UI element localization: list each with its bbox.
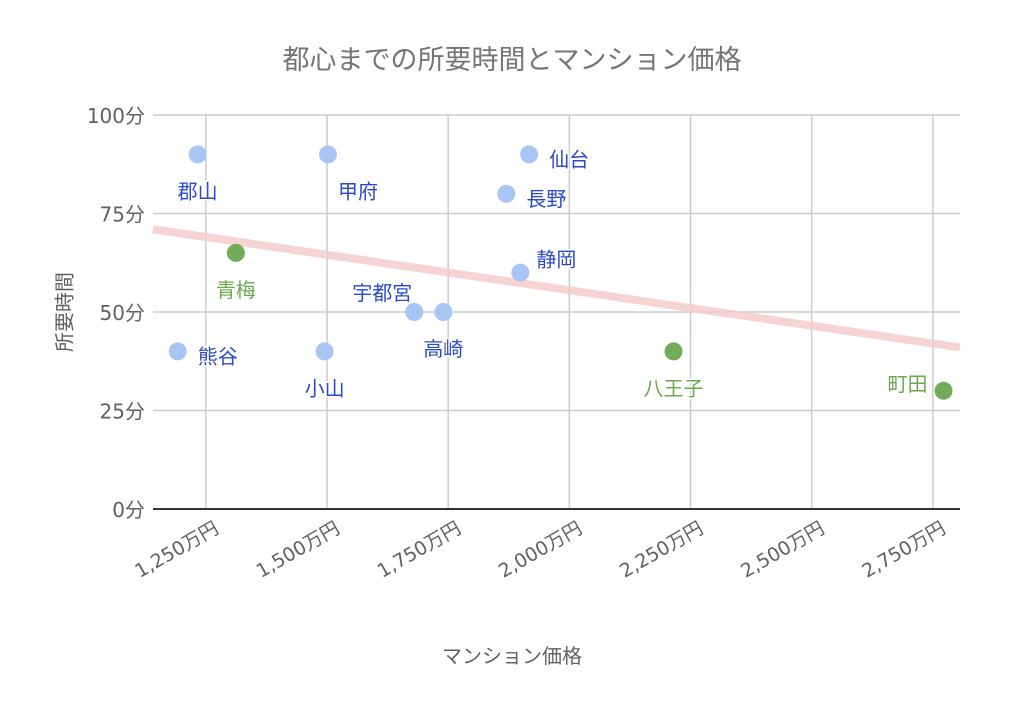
y-tick-label: 75分	[100, 203, 145, 227]
data-label: 仙台	[549, 147, 589, 171]
x-tick-label: 1,500万円	[252, 517, 343, 582]
data-label: 高崎	[423, 337, 463, 361]
data-label: 八王子	[644, 376, 704, 400]
trendline-line	[152, 225, 961, 352]
x-tick-label: 1,750万円	[374, 517, 465, 582]
y-axis-ticks: 0分 25分 50分 75分 100分	[87, 104, 145, 522]
data-point	[511, 263, 530, 282]
x-tick-label: 2,000万円	[495, 517, 586, 582]
gridlines	[153, 114, 960, 509]
data-label: 宇都宮	[352, 281, 412, 305]
x-axis-title: マンション価格	[442, 644, 582, 668]
data-point	[520, 145, 539, 164]
x-tick-label: 2,500万円	[737, 517, 828, 582]
x-axis-ticks: 1,250万円 1,500万円 1,750万円 2,000万円 2,250万円 2,500…	[131, 517, 949, 582]
data-point	[405, 303, 424, 321]
data-point	[168, 342, 187, 361]
data-points	[168, 145, 953, 400]
data-label: 郡山	[178, 179, 218, 203]
data-label: 長野	[526, 187, 566, 211]
y-tick-label: 100分	[87, 104, 145, 128]
data-label: 町田	[888, 372, 928, 396]
data-label: 小山	[305, 376, 345, 400]
data-label: 静岡	[536, 248, 576, 272]
data-point	[934, 381, 953, 400]
data-point	[434, 303, 453, 321]
y-tick-label: 0分	[112, 498, 145, 522]
data-label: 青梅	[216, 278, 256, 302]
data-point	[664, 342, 683, 361]
trendline	[152, 225, 961, 352]
data-point	[318, 145, 337, 164]
data-label: 甲府	[338, 179, 378, 203]
y-tick-label: 25分	[100, 400, 145, 424]
x-tick-label: 1,250万円	[131, 517, 222, 582]
data-point	[188, 145, 207, 164]
data-point	[497, 184, 516, 203]
data-label: 熊谷	[198, 344, 238, 368]
y-tick-label: 50分	[100, 301, 145, 325]
data-point	[315, 342, 334, 361]
x-tick-label: 2,250万円	[616, 517, 707, 582]
x-tick-label: 2,750万円	[858, 517, 949, 582]
chart-title: 都心までの所要時間とマンション価格	[282, 45, 742, 76]
data-point	[226, 243, 245, 262]
